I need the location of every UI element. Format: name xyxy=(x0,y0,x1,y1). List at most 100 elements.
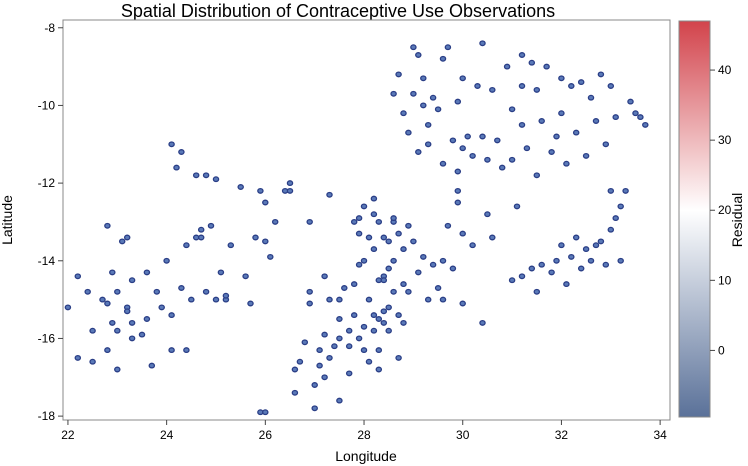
data-point xyxy=(528,265,536,272)
x-tick-label: 34 xyxy=(653,428,667,442)
data-point xyxy=(390,215,397,222)
data-point xyxy=(385,304,392,311)
data-point xyxy=(296,358,304,365)
data-point xyxy=(489,234,496,241)
data-point xyxy=(370,195,378,202)
data-point xyxy=(479,319,486,326)
data-point xyxy=(336,316,343,322)
data-point xyxy=(553,133,560,140)
data-point xyxy=(207,222,215,229)
data-point xyxy=(118,238,126,245)
data-point xyxy=(474,83,481,89)
data-point xyxy=(429,94,437,101)
data-point xyxy=(410,238,417,245)
data-point xyxy=(247,300,254,307)
data-point xyxy=(331,343,338,350)
data-point xyxy=(168,141,175,148)
data-point xyxy=(429,261,437,268)
data-point xyxy=(104,300,111,307)
data-point xyxy=(424,296,432,303)
data-point xyxy=(326,354,333,361)
data-point xyxy=(592,118,600,124)
data-point xyxy=(518,121,526,128)
data-point xyxy=(454,199,462,206)
data-point xyxy=(143,316,151,322)
data-point xyxy=(316,362,323,369)
data-point xyxy=(553,257,560,264)
y-tick-label: -16 xyxy=(38,331,56,345)
data-point xyxy=(257,187,264,194)
data-point xyxy=(360,347,368,354)
data-point xyxy=(424,121,432,128)
data-point xyxy=(602,261,610,268)
data-point xyxy=(188,296,195,303)
colorbar-tick-label: 20 xyxy=(718,203,732,217)
data-point xyxy=(291,366,299,373)
data-point xyxy=(370,327,378,334)
data-point xyxy=(622,187,629,194)
data-point xyxy=(637,114,644,121)
data-point xyxy=(459,300,466,307)
data-point xyxy=(326,296,333,303)
x-axis: 22 24 26 28 30 32 34 xyxy=(61,420,667,442)
data-point xyxy=(360,323,368,330)
data-point xyxy=(128,277,136,284)
colorbar: 0 10 20 30 40 Residual xyxy=(678,20,745,418)
data-point xyxy=(568,83,575,89)
data-point xyxy=(543,63,550,70)
data-point xyxy=(568,253,575,260)
data-point xyxy=(74,354,82,361)
data-point xyxy=(326,191,333,198)
data-point xyxy=(89,358,96,365)
data-point xyxy=(439,296,447,303)
data-point xyxy=(306,300,313,307)
data-point xyxy=(202,288,210,295)
data-point xyxy=(128,319,136,326)
data-point xyxy=(350,218,358,225)
data-point xyxy=(197,226,205,233)
x-tick-label: 26 xyxy=(259,428,273,442)
data-point xyxy=(479,133,486,140)
data-point xyxy=(242,273,249,280)
data-point xyxy=(538,261,545,268)
data-point xyxy=(548,269,555,276)
data-point xyxy=(508,277,516,284)
y-axis-label: Latitude xyxy=(0,195,15,245)
data-point xyxy=(597,238,605,245)
data-point xyxy=(494,137,501,144)
data-point xyxy=(212,296,220,303)
data-point xyxy=(163,257,170,264)
data-point xyxy=(321,374,328,381)
data-point xyxy=(390,288,397,295)
data-point xyxy=(311,405,318,412)
data-point xyxy=(533,172,541,179)
y-tick-label: -8 xyxy=(44,21,55,35)
data-point xyxy=(380,308,388,315)
data-point xyxy=(311,382,318,388)
data-point xyxy=(479,40,486,47)
data-point xyxy=(153,288,161,295)
data-point xyxy=(271,218,279,225)
data-point xyxy=(607,187,615,194)
data-point xyxy=(370,211,378,218)
data-point xyxy=(178,149,185,155)
data-point xyxy=(405,288,412,295)
colorbar-label: Residual xyxy=(729,193,745,247)
data-point xyxy=(158,304,165,311)
data-point xyxy=(424,141,432,148)
data-point xyxy=(415,52,422,58)
data-point xyxy=(350,312,358,319)
y-tick-label: -14 xyxy=(38,254,56,268)
data-point xyxy=(370,246,378,253)
data-point xyxy=(114,288,121,295)
colorbar-ticks: 0 10 20 30 40 xyxy=(710,63,732,357)
data-point xyxy=(143,269,151,276)
data-point xyxy=(252,234,259,241)
data-point xyxy=(355,230,363,237)
data-point xyxy=(385,327,392,334)
data-point xyxy=(518,273,526,280)
data-point xyxy=(592,242,600,249)
x-tick-label: 28 xyxy=(357,428,371,442)
data-point xyxy=(513,203,521,210)
